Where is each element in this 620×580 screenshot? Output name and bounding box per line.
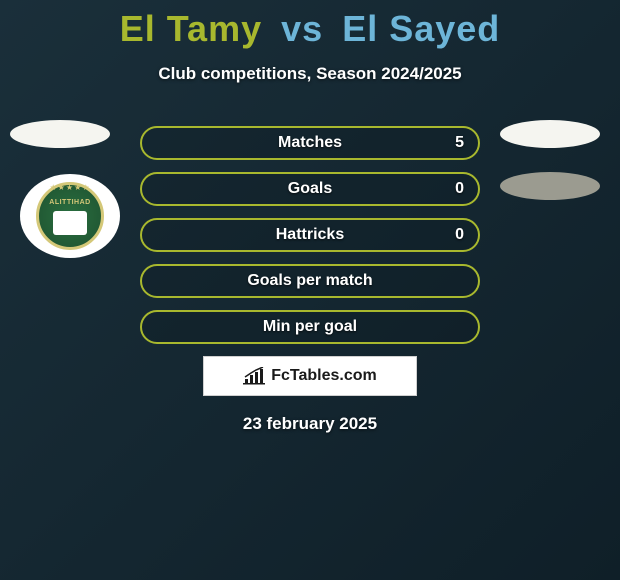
club-crest: ALITTIHAD	[36, 182, 104, 250]
player2-badge-placeholder	[500, 120, 600, 148]
club-crest-center	[53, 211, 87, 235]
stat-rows: Matches 5 Goals 0 Hattricks 0 Goals per …	[140, 126, 480, 344]
player1-club-logo: ALITTIHAD	[20, 174, 120, 258]
player2-club-placeholder	[500, 172, 600, 200]
stat-row-hattricks: Hattricks 0	[140, 218, 480, 252]
stat-value: 5	[455, 134, 464, 152]
stat-row-goals: Goals 0	[140, 172, 480, 206]
brand-watermark: FcTables.com	[203, 356, 417, 396]
stat-label: Matches	[278, 134, 342, 152]
brand-text: FcTables.com	[271, 367, 377, 385]
player1-badge-placeholder	[10, 120, 110, 148]
player1-name: El Tamy	[120, 8, 262, 49]
player2-name: El Sayed	[342, 8, 500, 49]
stat-row-goals-per-match: Goals per match	[140, 264, 480, 298]
stat-label: Hattricks	[276, 226, 344, 244]
comparison-title: El Tamy vs El Sayed	[0, 0, 620, 50]
snapshot-date: 23 february 2025	[0, 414, 620, 434]
season-subtitle: Club competitions, Season 2024/2025	[0, 64, 620, 84]
stat-value: 0	[455, 180, 464, 198]
stat-label: Goals per match	[247, 272, 372, 290]
stat-row-matches: Matches 5	[140, 126, 480, 160]
vs-text: vs	[281, 8, 323, 49]
stat-value: 0	[455, 226, 464, 244]
stats-content: ALITTIHAD Matches 5 Goals 0 Hattricks 0 …	[0, 126, 620, 434]
stat-row-min-per-goal: Min per goal	[140, 310, 480, 344]
stat-label: Min per goal	[263, 318, 357, 336]
chart-icon	[243, 367, 265, 385]
club-name-text: ALITTIHAD	[49, 199, 90, 206]
stat-label: Goals	[288, 180, 332, 198]
